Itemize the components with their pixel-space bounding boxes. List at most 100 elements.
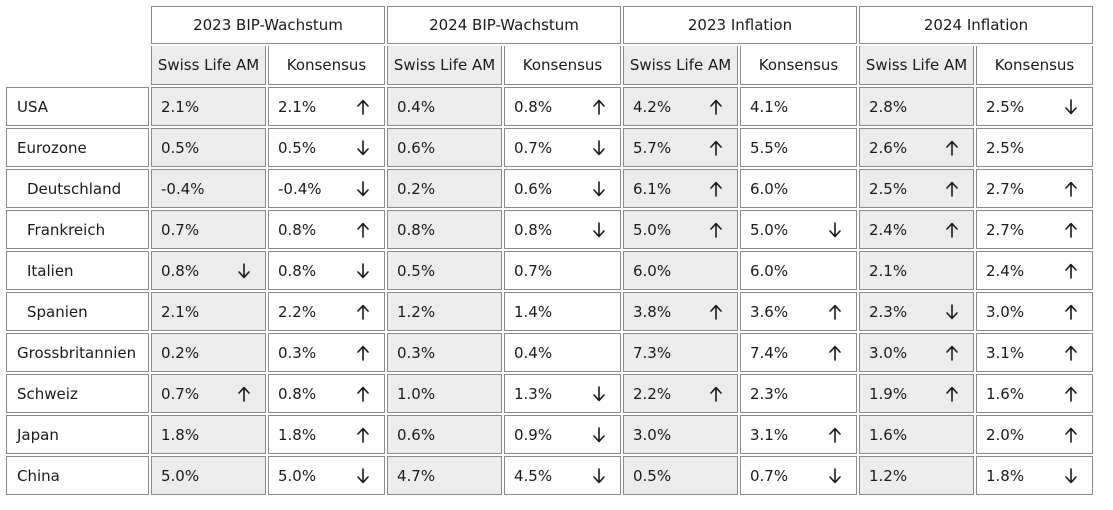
- forecast-value: 1.3%: [514, 384, 553, 403]
- forecast-value: 5.0%: [750, 220, 789, 239]
- forecast-value: 3.1%: [986, 343, 1025, 362]
- arrow-up-icon: [356, 222, 370, 238]
- swiss-life-am-cell: 2.3%: [859, 292, 974, 331]
- forecast-value: 2.7%: [986, 179, 1025, 198]
- row-label: Japan: [6, 415, 149, 454]
- arrow-up-icon: [1064, 181, 1078, 197]
- swiss-life-am-cell: 1.9%: [859, 374, 974, 413]
- konsensus-cell: 6.0%: [740, 251, 857, 290]
- forecast-value: 2.5%: [986, 138, 1025, 157]
- sub-header-konsensus: Konsensus: [504, 46, 621, 85]
- konsensus-cell: 0.7%: [504, 128, 621, 167]
- forecast-value: 0.9%: [514, 425, 553, 444]
- konsensus-cell: 4.1%: [740, 87, 857, 126]
- swiss-life-am-cell: 2.1%: [151, 292, 266, 331]
- forecast-value: 5.0%: [278, 466, 317, 485]
- forecast-value: 5.5%: [750, 138, 789, 157]
- arrow-down-icon: [1064, 467, 1078, 484]
- forecast-table: 2023 BIP-Wachstum 2024 BIP-Wachstum 2023…: [4, 4, 1095, 497]
- konsensus-cell: 1.4%: [504, 292, 621, 331]
- konsensus-cell: 0.3%: [268, 333, 385, 372]
- konsensus-cell: -0.4%: [268, 169, 385, 208]
- arrow-up-icon: [356, 386, 370, 402]
- forecast-value: 0.8%: [161, 261, 200, 280]
- forecast-value: 2.3%: [750, 384, 789, 403]
- row-label: Frankreich: [6, 210, 149, 249]
- forecast-value: 2.5%: [986, 97, 1025, 116]
- konsensus-cell: 3.1%: [740, 415, 857, 454]
- arrow-down-icon: [237, 262, 251, 279]
- swiss-life-am-cell: 0.7%: [151, 210, 266, 249]
- forecast-value: 1.4%: [514, 302, 553, 321]
- forecast-value: 0.8%: [278, 220, 317, 239]
- arrow-up-icon: [1064, 304, 1078, 320]
- swiss-life-am-cell: 5.0%: [623, 210, 738, 249]
- arrow-up-icon: [709, 386, 723, 402]
- arrow-down-icon: [356, 139, 370, 156]
- forecast-value: 5.0%: [633, 220, 672, 239]
- konsensus-cell: 7.4%: [740, 333, 857, 372]
- swiss-life-am-cell: 0.8%: [151, 251, 266, 290]
- arrow-down-icon: [1064, 98, 1078, 115]
- forecast-value: 6.1%: [633, 179, 672, 198]
- forecast-value: 2.5%: [869, 179, 908, 198]
- group-header-row: 2023 BIP-Wachstum 2024 BIP-Wachstum 2023…: [6, 6, 1093, 44]
- arrow-up-icon: [1064, 345, 1078, 361]
- arrow-down-icon: [592, 426, 606, 443]
- row-label: Eurozone: [6, 128, 149, 167]
- forecast-value: -0.4%: [161, 179, 205, 198]
- forecast-value: 1.8%: [161, 425, 200, 444]
- arrow-down-icon: [592, 139, 606, 156]
- forecast-value: 4.2%: [633, 97, 672, 116]
- forecast-value: 6.0%: [750, 179, 789, 198]
- forecast-value: 0.7%: [161, 220, 200, 239]
- arrow-up-icon: [945, 345, 959, 361]
- swiss-life-am-cell: 0.2%: [387, 169, 502, 208]
- forecast-value: 1.9%: [869, 384, 908, 403]
- konsensus-cell: 0.8%: [268, 210, 385, 249]
- forecast-value: 0.8%: [278, 261, 317, 280]
- konsensus-cell: 0.7%: [504, 251, 621, 290]
- swiss-life-am-cell: 3.0%: [623, 415, 738, 454]
- arrow-up-icon: [945, 222, 959, 238]
- forecast-value: 0.6%: [514, 179, 553, 198]
- konsensus-cell: 0.8%: [268, 374, 385, 413]
- arrow-up-icon: [709, 222, 723, 238]
- swiss-life-am-cell: 2.1%: [151, 87, 266, 126]
- forecast-value: 0.5%: [633, 466, 672, 485]
- swiss-life-am-cell: 1.6%: [859, 415, 974, 454]
- swiss-life-am-cell: 2.1%: [859, 251, 974, 290]
- forecast-value: 2.7%: [986, 220, 1025, 239]
- arrow-up-icon: [709, 304, 723, 320]
- sub-header-konsensus: Konsensus: [268, 46, 385, 85]
- swiss-life-am-cell: 0.6%: [387, 128, 502, 167]
- forecast-value: 2.4%: [986, 261, 1025, 280]
- swiss-life-am-cell: 2.4%: [859, 210, 974, 249]
- swiss-life-am-cell: 1.2%: [387, 292, 502, 331]
- swiss-life-am-cell: 6.1%: [623, 169, 738, 208]
- forecast-value: 6.0%: [633, 261, 672, 280]
- konsensus-cell: 2.5%: [976, 128, 1093, 167]
- swiss-life-am-cell: 3.8%: [623, 292, 738, 331]
- konsensus-cell: 0.7%: [740, 456, 857, 495]
- forecast-value: 4.1%: [750, 97, 789, 116]
- forecast-value: 0.5%: [278, 138, 317, 157]
- forecast-value: 2.2%: [278, 302, 317, 321]
- swiss-life-am-cell: 0.7%: [151, 374, 266, 413]
- table-row: USA 2.1% 2.1% 0.4% 0.8% 4.2% 4.1% 2.8% 2.5%: [6, 87, 1093, 126]
- swiss-life-am-cell: 0.5%: [387, 251, 502, 290]
- forecast-value: 1.2%: [869, 466, 908, 485]
- forecast-value: 1.8%: [278, 425, 317, 444]
- forecast-value: 0.6%: [397, 425, 436, 444]
- forecast-value: 2.4%: [869, 220, 908, 239]
- arrow-up-icon: [356, 99, 370, 115]
- arrow-up-icon: [828, 304, 842, 320]
- group-header-gdp-2024: 2024 BIP-Wachstum: [387, 6, 621, 44]
- swiss-life-am-cell: 2.5%: [859, 169, 974, 208]
- sub-header-swiss-life-am: Swiss Life AM: [859, 46, 974, 85]
- konsensus-cell: 0.5%: [268, 128, 385, 167]
- konsensus-cell: 2.3%: [740, 374, 857, 413]
- forecast-value: 7.3%: [633, 343, 672, 362]
- swiss-life-am-cell: 5.0%: [151, 456, 266, 495]
- konsensus-cell: 5.5%: [740, 128, 857, 167]
